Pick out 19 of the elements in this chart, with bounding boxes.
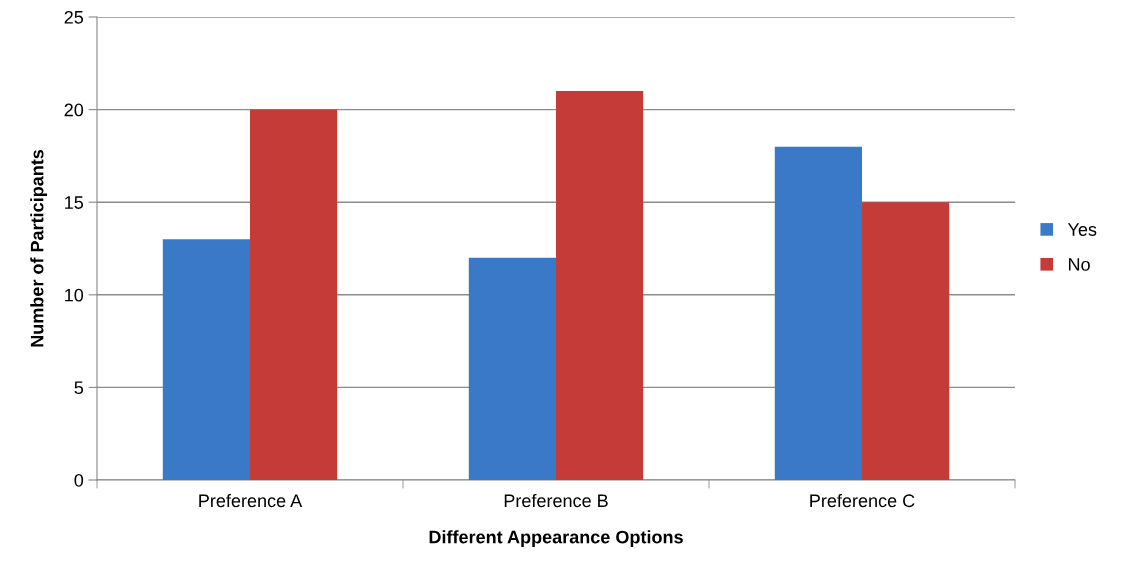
bar	[774, 146, 862, 480]
y-tick-label: 20	[64, 103, 84, 117]
x-tick-label: Preference B	[504, 493, 608, 508]
y-tick-label: 5	[74, 381, 84, 395]
y-tick-label: 0	[74, 473, 84, 487]
bar	[556, 91, 644, 480]
y-tick-label: 15	[65, 196, 84, 209]
legend-label: Yes	[1067, 223, 1097, 236]
bar	[250, 109, 338, 480]
x-tick-label: Preference C	[810, 493, 915, 508]
y-tick-label: 25	[64, 10, 84, 24]
x-axis-title: Different Appearance Options	[429, 530, 683, 547]
bar	[862, 202, 950, 480]
y-axis-title: Number of Participants	[30, 149, 48, 347]
x-tick-label: Preference A	[199, 493, 303, 508]
legend-label: No	[1068, 258, 1090, 271]
bar	[468, 257, 556, 480]
y-tick-label: 10	[65, 288, 84, 302]
bar	[162, 239, 250, 480]
